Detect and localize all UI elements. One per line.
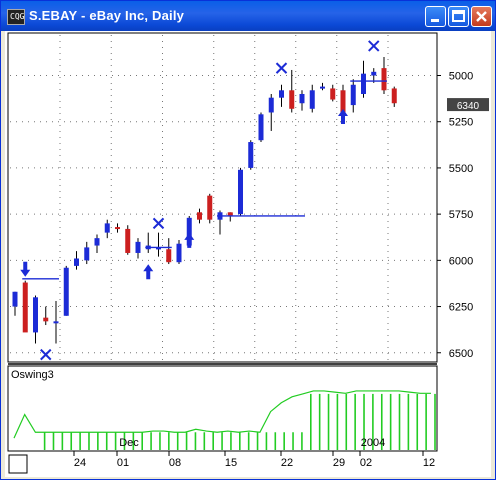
candle-up[interactable] (309, 90, 315, 109)
candle-up[interactable] (268, 97, 274, 113)
candle-down[interactable] (330, 88, 336, 100)
candle-down[interactable] (391, 88, 397, 104)
scroll-box[interactable] (8, 454, 28, 474)
close-icon (476, 11, 487, 22)
candle-down[interactable] (197, 212, 202, 220)
time-axis-label: 15 (225, 457, 237, 469)
candle-up[interactable] (53, 321, 59, 324)
app-icon[interactable]: CQG (7, 9, 25, 25)
candle-down[interactable] (207, 195, 213, 220)
time-axis-label: 24 (74, 457, 86, 469)
candle-up[interactable] (176, 243, 182, 263)
buy-arrow (338, 109, 348, 125)
candle-up[interactable] (135, 241, 141, 253)
swing-x-marker (368, 40, 380, 52)
price-axis-label: 5500 (449, 163, 473, 175)
price-pane[interactable] (7, 32, 438, 363)
candle-up[interactable] (84, 247, 90, 261)
chart-canvas[interactable]: 6500 6250 6000 5750 5500 5250 5000 6340 Oswing3 2… (5, 31, 491, 477)
month-label: 2004 (361, 437, 385, 449)
candle-up[interactable] (156, 247, 161, 250)
chart-area[interactable]: 6500 6250 6000 5750 5500 5250 5000 6340 Oswing3 2… (5, 31, 491, 477)
close-button[interactable] (471, 6, 492, 27)
candle-down[interactable] (115, 227, 120, 230)
x-stroke (152, 217, 165, 230)
candle-up[interactable] (361, 73, 366, 94)
maximize-button[interactable] (448, 6, 469, 27)
candle-up[interactable] (104, 223, 110, 233)
time-axis-label: 29 (333, 457, 345, 469)
indicator-line (13, 390, 431, 439)
title-bar[interactable]: CQG S.EBAY - eBay Inc, Daily (1, 1, 495, 31)
candle-down[interactable] (340, 90, 346, 113)
price-axis-label: 6250 (449, 302, 473, 314)
candle-down[interactable] (289, 90, 295, 109)
candle-down[interactable] (43, 317, 49, 322)
last-price-marker (447, 98, 489, 112)
candle-up[interactable] (320, 86, 325, 89)
candle-up[interactable] (63, 267, 69, 316)
candle-up[interactable] (299, 93, 305, 104)
minimize-icon (431, 19, 439, 22)
candle-up[interactable] (238, 169, 243, 215)
candle-up[interactable] (350, 84, 356, 106)
time-axis-label: 22 (281, 457, 293, 469)
month-label: Dec (119, 437, 139, 449)
buy-arrow (143, 264, 154, 280)
candle-up[interactable] (371, 71, 377, 76)
candle-up[interactable] (248, 142, 254, 168)
swing-x-marker (275, 62, 288, 74)
price-axis-label: 5750 (449, 209, 473, 221)
swing-x-marker (152, 217, 165, 230)
x-stroke (275, 62, 288, 74)
candle-down[interactable] (125, 228, 131, 253)
time-axis-label: 08 (169, 457, 181, 469)
price-axis-label: 5000 (449, 71, 473, 83)
time-axis-label: 02 (360, 457, 372, 469)
last-price-value: 6340 (457, 101, 480, 112)
x-stroke (40, 348, 52, 361)
x-stroke (368, 40, 380, 52)
price-axis-label: 6000 (449, 255, 473, 267)
candle-down[interactable] (381, 68, 387, 91)
maximize-icon (452, 10, 465, 22)
price-axis-label: 6500 (449, 348, 473, 360)
time-axis-label: 12 (423, 457, 435, 469)
candle-down[interactable] (166, 249, 172, 263)
swing-x-marker (40, 348, 52, 361)
candle-down[interactable] (22, 282, 28, 333)
candle-down[interactable] (227, 212, 233, 216)
window-title: S.EBAY - eBay Inc, Daily (29, 8, 185, 23)
candle-up[interactable] (74, 258, 79, 266)
minimize-button[interactable] (425, 6, 446, 27)
price-axis-label: 5250 (449, 117, 473, 129)
indicator-label: Oswing3 (11, 369, 54, 381)
time-axis-label: 01 (117, 457, 129, 469)
candle-up[interactable] (279, 90, 284, 98)
candle-up[interactable] (12, 291, 18, 307)
candle-up[interactable] (94, 238, 100, 246)
buy-arrow (184, 232, 195, 248)
candle-up[interactable] (258, 114, 264, 141)
candle-up[interactable] (33, 297, 38, 333)
sell-arrow (20, 261, 31, 277)
candle-up[interactable] (186, 217, 192, 246)
